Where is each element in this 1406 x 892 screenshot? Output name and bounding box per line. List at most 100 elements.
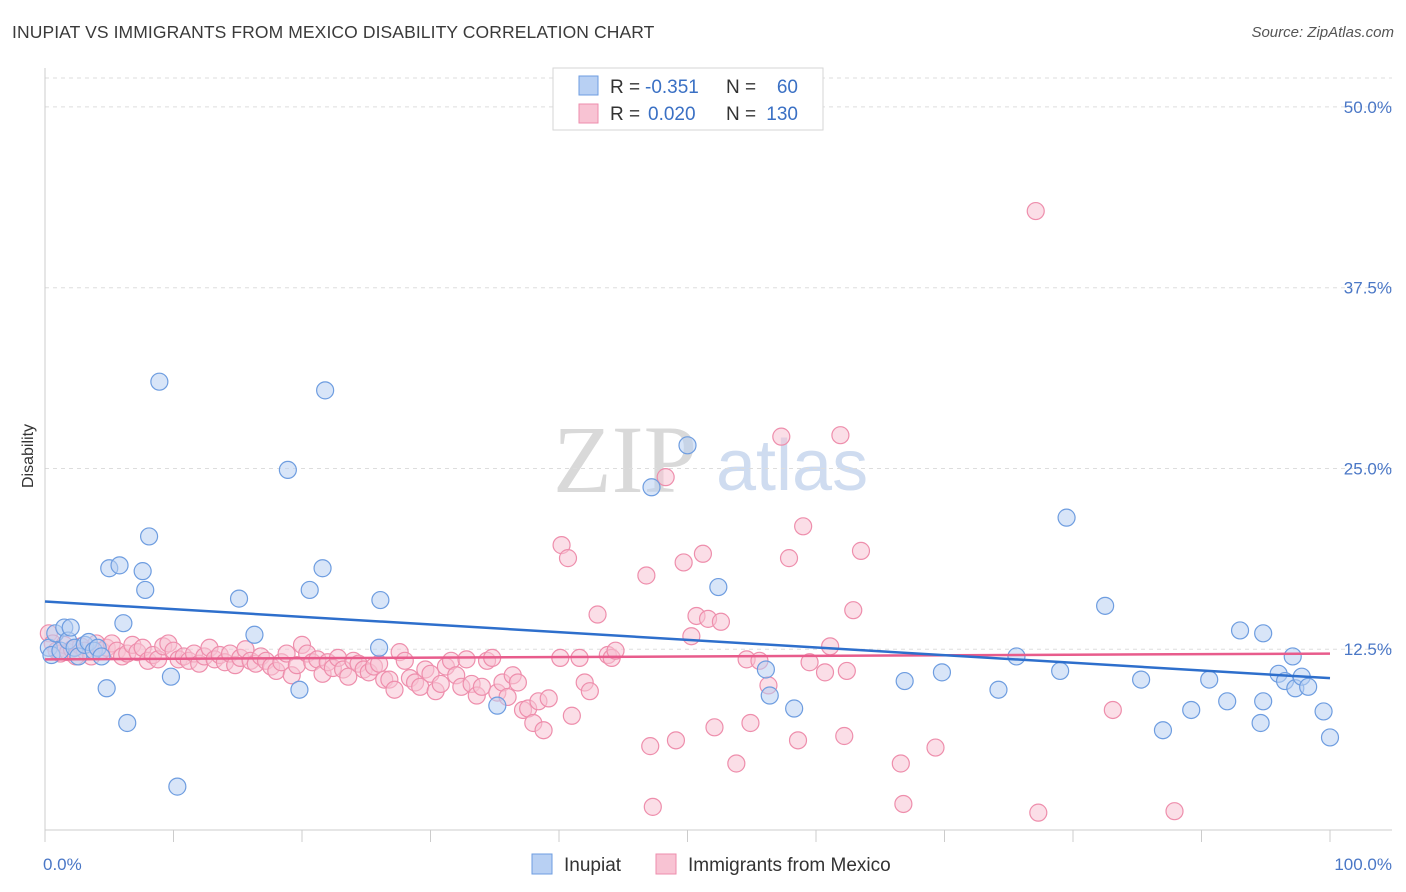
- mexico-point-71: [395, 651, 414, 670]
- mexico-point-111: [637, 566, 656, 585]
- mexico-point-86: [472, 677, 491, 696]
- mexico-point-136: [837, 661, 856, 681]
- inupiat-point-52: [1218, 692, 1237, 711]
- inupiat-point-13: [92, 647, 111, 666]
- mexico-point-69: [385, 680, 404, 699]
- bottom-legend-swatch-mexico: [655, 853, 677, 875]
- mexico-point-123: [727, 754, 746, 773]
- inupiat-point-45: [1051, 661, 1070, 681]
- mexico-point-146: [831, 426, 850, 445]
- x-tick-labels: 0.0% 100.0%: [43, 855, 1392, 874]
- mexico-point-138: [851, 541, 871, 560]
- mexico-point-121: [705, 718, 724, 737]
- inupiat-point-39: [760, 686, 779, 705]
- mexico-point-98: [534, 721, 553, 740]
- inupiat-point-37: [709, 577, 728, 597]
- mexico-point-113: [643, 797, 662, 816]
- x-tick-label-1: 100.0%: [1334, 855, 1392, 874]
- mexico-point-125: [741, 713, 760, 733]
- inupiat-point-53: [1230, 621, 1250, 640]
- inupiat-point-56: [1254, 624, 1273, 643]
- mexico-point-140: [894, 794, 913, 814]
- inupiat-point-50: [1182, 700, 1201, 720]
- bottom-legend-swatch-inupiat: [531, 853, 553, 875]
- mexico-point-93: [508, 673, 527, 692]
- inupiat-point-18: [118, 713, 137, 733]
- inupiat-point-64: [1320, 728, 1340, 747]
- legend-n-value-inupiat: 60: [777, 77, 798, 98]
- mexico-point-137: [844, 601, 863, 620]
- inupiat-point-41: [895, 671, 914, 691]
- mexico-point-133: [815, 663, 835, 682]
- inupiat-point-40: [785, 699, 804, 718]
- inupiat-point-28: [290, 680, 309, 699]
- y-tick-label-3: 50.0%: [1344, 98, 1392, 117]
- inupiat-point-48: [1132, 670, 1151, 689]
- mexico-point-122: [711, 612, 731, 631]
- trend-lines: [44, 600, 1331, 680]
- legend-r-value-inupiat: -0.351: [645, 77, 699, 98]
- legend-swatch-mexico: [578, 103, 599, 124]
- inupiat-point-19: [133, 562, 152, 581]
- mexico-point-78: [431, 674, 450, 694]
- mexico-point-114: [656, 468, 675, 487]
- inupiat-point-29: [300, 580, 319, 600]
- y-tick-label-0: 12.5%: [1344, 640, 1392, 659]
- legend-swatch-inupiat: [578, 75, 599, 96]
- inupiat-point-33: [371, 590, 390, 610]
- mexico-point-102: [558, 549, 578, 568]
- mexico-point-110: [606, 641, 625, 660]
- inupiat-point-17: [114, 614, 133, 633]
- inupiat-point-36: [678, 436, 697, 455]
- mexico-point-106: [580, 682, 599, 701]
- mexico-point-83: [457, 650, 476, 669]
- inupiat-point-62: [1299, 677, 1318, 696]
- inupiat-point-34: [488, 696, 507, 715]
- legend-n-label-mexico: N =: [726, 104, 756, 125]
- inupiat-point-42: [932, 663, 952, 682]
- mexico-point-132: [800, 653, 819, 672]
- inupiat-point-20: [136, 580, 155, 600]
- x-tick-label-0: 0.0%: [43, 855, 82, 874]
- y-axis-title: Disability: [20, 424, 37, 488]
- inupiat-point-25: [229, 589, 249, 608]
- inupiat-point-26: [245, 625, 264, 644]
- inupiat-point-31: [316, 381, 335, 400]
- mexico-point-130: [788, 731, 808, 750]
- bottom-legend: Inupiat Immigrants from Mexico: [531, 853, 891, 876]
- y-tick-label-2: 37.5%: [1344, 279, 1392, 298]
- mexico-point-143: [1029, 803, 1048, 822]
- inupiat-point-21: [139, 527, 159, 546]
- chart-source: Source: ZipAtlas.com: [1251, 24, 1394, 41]
- mexico-point-112: [641, 737, 660, 756]
- inupiat-point-43: [989, 680, 1008, 699]
- mexico-point-139: [891, 754, 910, 773]
- mexico-point-115: [666, 731, 686, 750]
- mexico-point-141: [926, 738, 945, 757]
- mexico-point-142: [1026, 201, 1045, 221]
- inupiat-point-24: [168, 777, 187, 796]
- legend-n-value-mexico: 130: [766, 104, 798, 125]
- watermark-zip: ZIP: [553, 406, 697, 513]
- inupiat-point-46: [1057, 508, 1076, 527]
- inupiat-point-44: [1007, 647, 1026, 666]
- top-legend: R = -0.351 N = 60 R = 0.020 N = 130: [552, 67, 824, 131]
- y-tick-label-1: 25.0%: [1344, 459, 1392, 478]
- mexico-point-134: [821, 637, 840, 656]
- watermark: ZIP atlas: [553, 406, 868, 513]
- bottom-legend-label-inupiat: Inupiat: [564, 855, 622, 876]
- mexico-point-103: [562, 706, 581, 725]
- mexico-point-117: [682, 627, 701, 646]
- inupiat-point-49: [1153, 721, 1173, 740]
- inupiat-point-47: [1096, 596, 1115, 615]
- series-inupiat-points: [39, 372, 1340, 796]
- legend-r-value-mexico: 0.020: [648, 104, 696, 125]
- inupiat-point-38: [756, 660, 775, 679]
- inupiat-point-32: [370, 638, 389, 657]
- mexico-point-144: [1103, 700, 1122, 720]
- inupiat-point-6: [61, 618, 80, 637]
- mexico-point-116: [674, 553, 693, 572]
- mexico-point-107: [588, 605, 607, 624]
- inupiat-point-30: [313, 559, 332, 578]
